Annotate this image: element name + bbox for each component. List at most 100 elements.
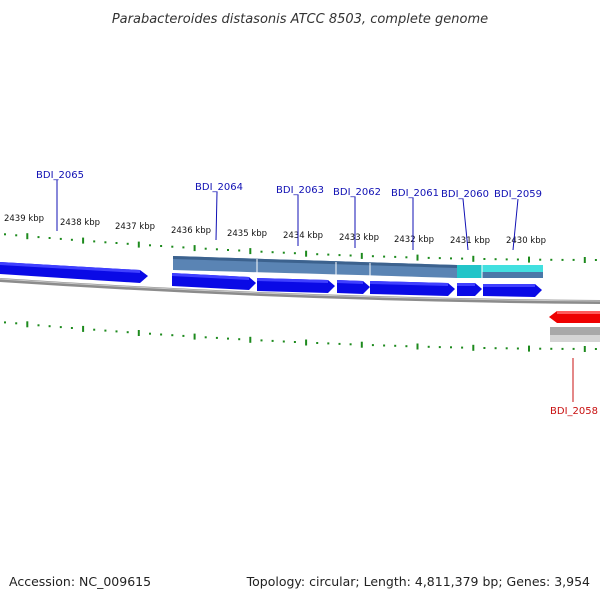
inner-tick: [227, 337, 229, 340]
outer-tick: [70, 238, 73, 241]
inner-tick: [126, 331, 129, 334]
outer-tick: [416, 254, 419, 261]
outer-tick: [93, 240, 96, 243]
reverse-genes: [549, 311, 600, 342]
inner-tick: [59, 326, 62, 329]
outer-tick: [115, 242, 118, 244]
gene-arrow-highlight: [557, 311, 600, 314]
tick-label: 2432 kbp: [394, 235, 434, 245]
inner-tick: [115, 330, 118, 333]
gene-label-BDI_2064[interactable]: BDI_2064: [195, 182, 243, 193]
cds-band-cyan-top: [482, 265, 543, 272]
gene-label-BDI_2065[interactable]: BDI_2065: [36, 170, 84, 181]
outer-tick: [360, 252, 363, 259]
inner-tick: [171, 334, 174, 337]
outer-tick-row: [4, 233, 597, 263]
outer-tick: [594, 259, 597, 261]
outer-tick: [59, 237, 62, 240]
genome-backbone: [0, 278, 600, 304]
outer-tick: [227, 249, 229, 251]
outer-tick: [539, 258, 542, 261]
outer-tick: [450, 257, 452, 260]
inner-tick: [104, 329, 107, 332]
inner-tick: [327, 342, 330, 345]
inner-tick: [516, 347, 519, 350]
inner-tick: [371, 344, 374, 347]
inner-tick: [149, 332, 151, 335]
tick-label: 2439 kbp: [4, 214, 44, 224]
gene-label-BDI_2059[interactable]: BDI_2059: [494, 189, 542, 200]
outer-tick: [126, 242, 129, 245]
gene-arrow-highlight: [257, 278, 328, 283]
inner-tick: [550, 347, 553, 350]
gene-label-BDI_2060[interactable]: BDI_2060: [441, 189, 489, 200]
outer-tick: [338, 254, 341, 257]
cds-band-blue-shade: [173, 256, 457, 268]
outer-tick: [405, 256, 408, 259]
gene-arrow-BDI_2065[interactable]: [0, 262, 148, 283]
inner-tick: [394, 344, 397, 347]
inner-tick: [583, 346, 586, 352]
cds-band-grey: [550, 327, 600, 335]
map-title: Parabacteroides distasonis ATCC 8503, co…: [112, 12, 488, 27]
inner-tick: [82, 325, 85, 332]
outer-tick: [48, 237, 51, 239]
outer-tick: [394, 255, 397, 258]
cds-track: [173, 256, 543, 278]
outer-tick: [149, 244, 151, 247]
outer-tick: [182, 246, 185, 249]
inner-tick: [450, 346, 452, 349]
gene-label-BDI_2058[interactable]: BDI_2058: [550, 406, 598, 417]
outer-tick: [215, 248, 218, 251]
gene-arrow-BDI_2060[interactable]: [457, 283, 482, 296]
outer-tick: [572, 258, 575, 261]
inner-tick: [494, 347, 497, 350]
inner-tick: [483, 347, 486, 349]
tick-label: 2434 kbp: [283, 231, 323, 241]
outer-tick: [349, 254, 352, 257]
outer-tick: [82, 237, 85, 244]
inner-tick: [26, 321, 29, 328]
gene-arrow-BDI_2059[interactable]: [483, 284, 542, 297]
inner-tick: [405, 345, 408, 348]
inner-tick: [271, 339, 274, 342]
tick-label: 2431 kbp: [450, 236, 490, 246]
inner-tick: [15, 322, 18, 325]
tick-label: 2438 kbp: [60, 218, 100, 228]
outer-tick: [516, 258, 519, 261]
gene-label-BDI_2062[interactable]: BDI_2062: [333, 187, 381, 198]
outer-tick: [160, 245, 163, 247]
cds-band-blue: [173, 256, 457, 278]
forward-genes: [0, 262, 542, 297]
inner-tick: [383, 344, 386, 347]
outer-tick: [561, 258, 564, 261]
outer-tick: [282, 251, 285, 254]
gene-label-BDI_2063[interactable]: BDI_2063: [276, 185, 324, 196]
outer-tick: [249, 248, 252, 255]
gene-arrow-highlight: [457, 283, 475, 286]
inner-tick: [461, 346, 464, 349]
gene-label-BDI_2061[interactable]: BDI_2061: [391, 188, 439, 199]
cds-band-cyan-bottom: [482, 272, 543, 278]
tick-label: 2430 kbp: [506, 236, 546, 246]
outer-tick: [4, 233, 6, 236]
outer-tick: [137, 241, 140, 248]
inner-tick: [215, 336, 218, 339]
outer-tick: [483, 258, 486, 260]
inner-tick: [182, 334, 185, 337]
outer-tick: [438, 257, 441, 260]
inner-tick: [349, 343, 352, 346]
tick-labels: 2439 kbp 2438 kbp 2437 kbp 2436 kbp 2435…: [4, 214, 546, 246]
gene-arrow-highlight: [0, 262, 140, 273]
outer-tick: [472, 255, 475, 262]
outer-tick: [260, 250, 263, 253]
outer-tick: [238, 249, 241, 252]
outer-tick: [305, 250, 308, 257]
outer-tick: [293, 252, 296, 255]
outer-tick: [15, 234, 18, 237]
inner-tick: [539, 347, 542, 350]
outer-tick: [316, 253, 319, 256]
outer-tick: [494, 258, 497, 261]
outer-tick: [528, 256, 530, 263]
